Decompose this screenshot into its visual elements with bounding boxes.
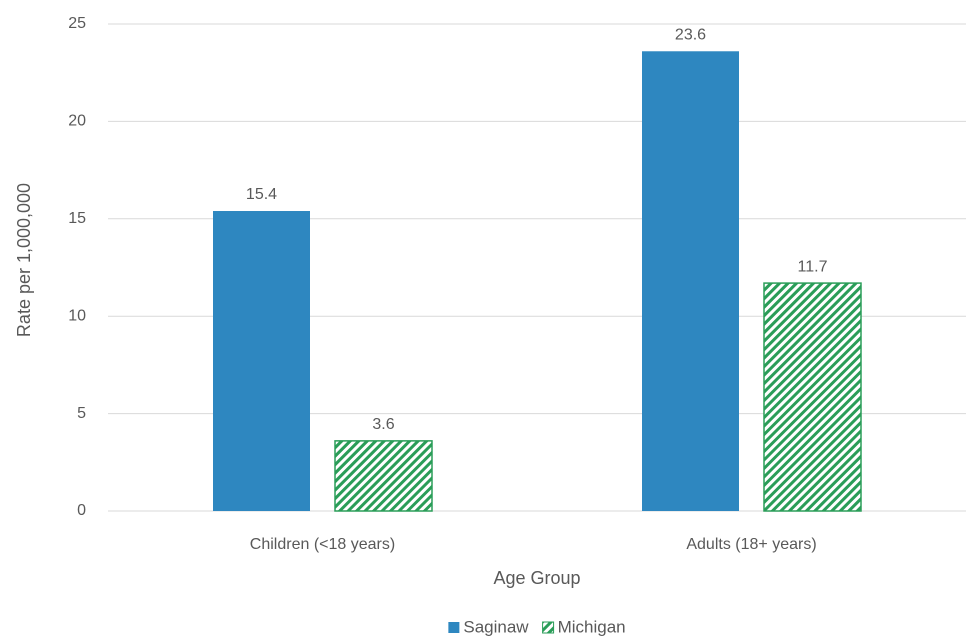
x-tick-label: Children (<18 years) [250,536,395,553]
bar [642,51,739,511]
data-label: 15.4 [246,186,277,203]
y-tick-label: 5 [77,405,86,422]
y-tick-label: 15 [68,210,86,227]
legend-label: Saginaw [463,617,529,636]
y-tick-label: 20 [68,113,86,130]
data-label: 3.6 [372,416,394,433]
data-label: 11.7 [798,258,828,275]
legend-swatch [542,621,555,634]
bar [763,282,862,512]
legend-label: Michigan [558,617,626,636]
y-tick-label: 25 [68,15,86,32]
bar [213,211,310,511]
y-tick-label: 10 [68,307,86,324]
y-tick-label: 0 [77,502,86,519]
x-tick-label: Adults (18+ years) [686,536,816,553]
bar [334,440,433,512]
x-axis-title: Age Group [493,568,580,588]
y-axis-title: Rate per 1,000,000 [14,183,34,337]
legend-swatch [448,622,460,633]
data-label: 23.6 [675,26,706,43]
